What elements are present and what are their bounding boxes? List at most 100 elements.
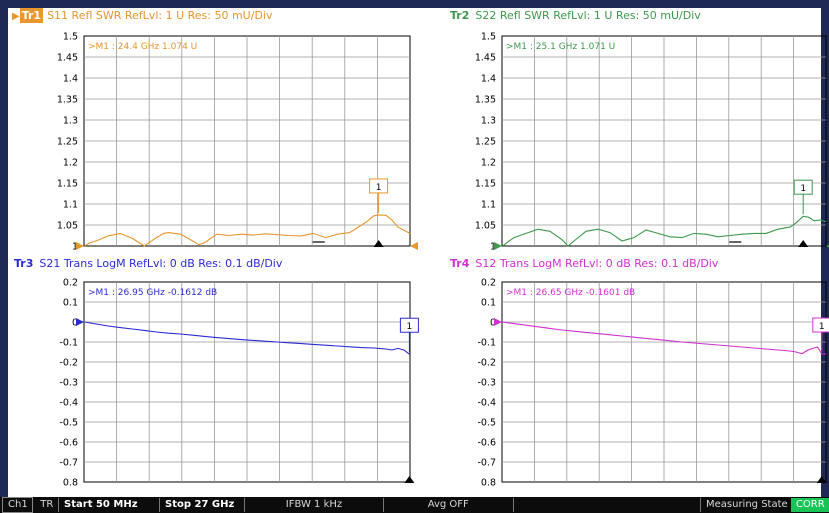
reference-arrow-left-icon xyxy=(494,318,502,326)
y-tick-label: 1.25 xyxy=(57,137,78,148)
y-tick-label: 0.8 xyxy=(63,478,78,489)
y-tick-label: 1.2 xyxy=(481,158,496,169)
y-tick-label: -0.4 xyxy=(59,398,78,409)
marker-info-value: 26.95 GHz -0.1612 dB xyxy=(118,288,217,298)
trace4-diagram[interactable]: 0.2 0.1 0 -0.1 -0.2 -0.3 -0.4 -0.5 -0.6 -0.7 0.8 >M… xyxy=(422,276,829,496)
y-tick-label: 1.3 xyxy=(63,116,78,127)
trace-line xyxy=(84,214,411,247)
y-tick-label: 0.2 xyxy=(63,278,78,289)
ifbw-setting[interactable]: IFBW 1 kHz xyxy=(245,498,384,512)
y-tick-label: -0.2 xyxy=(59,358,78,369)
channel-indicator[interactable]: Ch1 xyxy=(2,497,34,513)
y-tick-label: 1.1 xyxy=(481,200,496,211)
y-tick-label: -0.6 xyxy=(59,438,78,449)
active-trace-arrow-icon: ▶ xyxy=(12,11,20,22)
marker-info-label: >M1 : xyxy=(88,288,118,298)
y-tick-label: 1 xyxy=(72,242,78,253)
y-tick-label: 0.1 xyxy=(481,298,496,309)
trace3-badge[interactable]: Tr3 xyxy=(14,257,34,270)
trace1-diagram[interactable]: 1.5 1.45 1.4 1.35 1.3 1.25 1.2 1.15 1.1 1.05 1 >M1 … xyxy=(8,30,418,256)
trace2-diagram[interactable]: 1.5 1.45 1.4 1.35 1.3 1.25 1.2 1.15 1.1 1.05 1 >M1 … xyxy=(422,30,829,256)
marker-info[interactable]: >M1 : 25.1 GHz 1.071 U xyxy=(506,42,615,52)
y-tick-label: -0.6 xyxy=(477,438,496,449)
start-frequency[interactable]: Start 50 MHz xyxy=(59,498,161,512)
y-tick-label: 1.05 xyxy=(475,221,496,232)
y-tick-label: -0.7 xyxy=(477,458,496,469)
trace4-title-text: S12 Trans LogM RefLvl: 0 dB Res: 0.1 dB/… xyxy=(475,257,719,270)
y-tick-label: -0.5 xyxy=(477,418,496,429)
trace3-diagram[interactable]: 0.2 0.1 0 -0.1 -0.2 -0.3 -0.4 -0.5 -0.6 -0.7 0.8 >M… xyxy=(8,276,419,496)
y-tick-label: 1.4 xyxy=(481,74,496,85)
trace2-badge[interactable]: Tr2 xyxy=(450,9,470,22)
vna-display: ▶ Tr1 S11 Refl SWR RefLvl: 1 U Res: 50 mU/… xyxy=(8,8,829,497)
marker-position-triangle-icon xyxy=(373,240,384,247)
trace3-title[interactable]: Tr3 S21 Trans LogM RefLvl: 0 dB Res: 0.1 … xyxy=(12,256,282,271)
y-tick-label: 1.4 xyxy=(63,74,78,85)
y-tick-label: 1.45 xyxy=(57,53,78,64)
y-tick-label: 1.5 xyxy=(63,32,78,43)
y-tick-label: 0 xyxy=(72,318,78,329)
mode-indicator[interactable]: TR xyxy=(35,498,60,512)
trace-line xyxy=(502,215,827,247)
y-tick-label: -0.2 xyxy=(477,358,496,369)
correction-indicator[interactable]: CORR xyxy=(790,498,829,512)
y-tick-label: -0.1 xyxy=(59,338,78,349)
y-tick-label: 1.35 xyxy=(475,95,496,106)
marker-info-label: >M1 : xyxy=(88,42,118,52)
trace1-badge[interactable]: Tr1 xyxy=(19,8,44,23)
y-tick-label: -0.4 xyxy=(477,398,496,409)
trace-line xyxy=(84,321,410,355)
marker-info-label: >M1 : xyxy=(506,42,536,52)
y-tick-label: 1.45 xyxy=(475,53,496,64)
trace2-title-text: S22 Refl SWR RefLvl: 1 U Res: 50 mU/Div xyxy=(475,9,701,22)
marker-number: 1 xyxy=(800,184,806,194)
marker-info[interactable]: >M1 : 26.65 GHz -0.1601 dB xyxy=(506,288,635,298)
reference-arrow-right-icon xyxy=(826,244,829,248)
trace4-title[interactable]: Tr4 S12 Trans LogM RefLvl: 0 dB Res: 0.1 … xyxy=(448,256,718,271)
y-tick-label: 1.15 xyxy=(475,179,496,190)
y-tick-label: 1.2 xyxy=(63,158,78,169)
y-tick-label: -0.1 xyxy=(477,338,496,349)
trace-line xyxy=(502,321,826,355)
marker-number: 1 xyxy=(407,322,413,332)
y-tick-label: 1.3 xyxy=(481,116,496,127)
averaging-setting[interactable]: Avg OFF xyxy=(384,498,514,512)
y-tick-label: 0.8 xyxy=(481,478,496,489)
marker-info-value: 24.4 GHz 1.074 U xyxy=(118,42,197,52)
marker-position-triangle-icon xyxy=(798,240,809,247)
marker-info-value: 25.1 GHz 1.071 U xyxy=(536,42,615,52)
y-tick-label: 1.5 xyxy=(481,32,496,43)
reference-arrow-right-icon xyxy=(410,242,418,250)
trace1-title-text: S11 Refl SWR RefLvl: 1 U Res: 50 mU/Div xyxy=(47,9,273,22)
marker-flag xyxy=(812,317,829,333)
trace3-title-text: S21 Trans LogM RefLvl: 0 dB Res: 0.1 dB/… xyxy=(39,257,283,270)
trace2-title[interactable]: Tr2 S22 Refl SWR RefLvl: 1 U Res: 50 mU/D… xyxy=(448,8,701,23)
y-tick-label: 1.15 xyxy=(57,179,78,190)
y-tick-label: 1.25 xyxy=(475,137,496,148)
y-tick-label: -0.3 xyxy=(59,378,78,389)
marker-position-triangle-icon xyxy=(816,476,827,483)
marker-info[interactable]: >M1 : 26.95 GHz -0.1612 dB xyxy=(88,288,217,298)
reference-arrow-left-icon xyxy=(76,242,84,250)
marker-number: 1 xyxy=(376,183,382,193)
y-tick-label: 1 xyxy=(490,242,496,253)
status-spacer xyxy=(514,498,701,512)
measuring-state: Measuring State xyxy=(705,499,788,510)
y-tick-label: -0.3 xyxy=(477,378,496,389)
y-tick-label: 1.35 xyxy=(57,95,78,106)
y-tick-label: 0.2 xyxy=(481,278,496,289)
stop-frequency[interactable]: Stop 27 GHz xyxy=(160,498,246,512)
marker-info[interactable]: >M1 : 24.4 GHz 1.074 U xyxy=(88,42,197,52)
status-bar: Ch1 TR Start 50 MHz Stop 27 GHz IFBW 1 k… xyxy=(0,497,829,513)
marker-info-label: >M1 : xyxy=(506,288,536,298)
reference-arrow-left-icon xyxy=(494,242,502,250)
trace4-badge[interactable]: Tr4 xyxy=(450,257,470,270)
y-tick-label: 1.05 xyxy=(57,221,78,232)
marker-position-triangle-icon xyxy=(404,476,415,483)
marker-flag xyxy=(399,317,419,333)
trace1-title[interactable]: ▶ Tr1 S11 Refl SWR RefLvl: 1 U Res: 50 mU/… xyxy=(12,8,272,24)
y-tick-label: -0.7 xyxy=(59,458,78,469)
y-tick-label: 0 xyxy=(490,318,496,329)
reference-arrow-left-icon xyxy=(76,318,84,326)
y-tick-label: -0.5 xyxy=(59,418,78,429)
